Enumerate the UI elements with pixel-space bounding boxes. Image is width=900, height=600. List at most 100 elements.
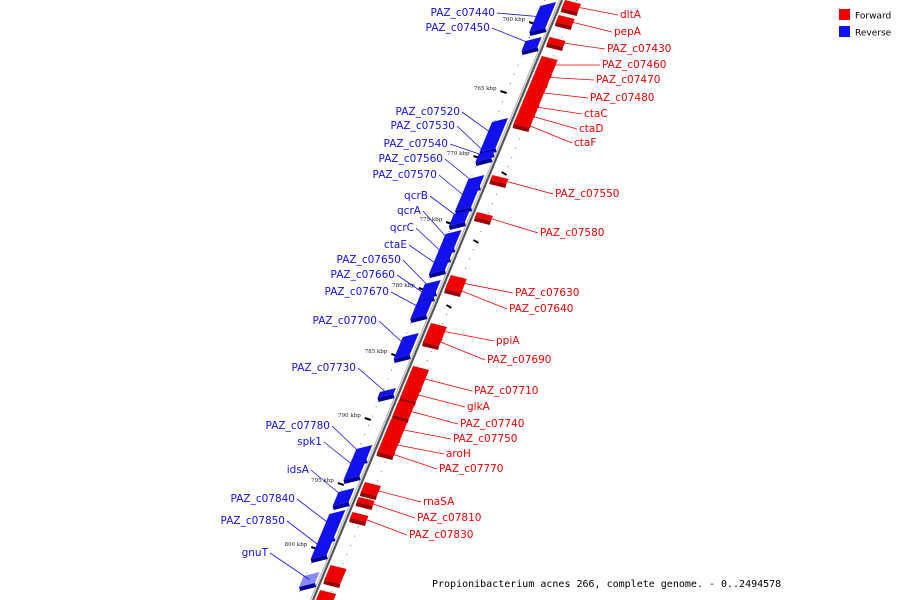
- forward-gene-label: ppiA: [496, 335, 520, 347]
- tick-label: 765 kbp: [474, 86, 497, 92]
- leader-line: [438, 174, 468, 199]
- legend-reverse-label: Reverse: [855, 29, 892, 39]
- forward-gene-block: [316, 590, 337, 600]
- leader-line: [323, 441, 357, 468]
- reverse-gene-label: PAZ_c07570: [373, 169, 437, 181]
- leader-line: [422, 210, 451, 242]
- reverse-gene-label: PAZ_c07450: [426, 22, 490, 34]
- leader-line: [429, 195, 460, 219]
- leader-line: [402, 259, 431, 289]
- leader-line: [359, 516, 408, 536]
- leader-line: [390, 291, 422, 309]
- leader-line: [410, 392, 466, 408]
- leader-line: [461, 111, 495, 136]
- tick-label: 785 kbp: [365, 349, 388, 355]
- leader-line: [417, 376, 473, 392]
- leader-line: [296, 498, 332, 526]
- tick-label: 770 kbp: [447, 151, 470, 157]
- leader-line: [395, 428, 452, 440]
- leader-line: [378, 320, 407, 347]
- leader-line: [526, 114, 578, 130]
- reverse-gene-block: [521, 37, 542, 55]
- leader-line: [370, 488, 422, 503]
- leader-line: [496, 12, 543, 18]
- reverse-gene-label: PAZ_c07840: [231, 493, 295, 505]
- leader-line: [522, 122, 573, 144]
- forward-gene-label: PAZ_c07710: [474, 385, 538, 397]
- tick-label: 800 kbp: [285, 542, 308, 548]
- leader-line: [331, 425, 362, 455]
- reverse-gene-label: gnuT: [242, 547, 269, 559]
- genome-backbone: [309, 0, 564, 600]
- legend-forward-swatch: [839, 9, 850, 20]
- forward-gene-label: ctaD: [579, 123, 603, 135]
- forward-gene-label: PAZ_c07690: [487, 354, 551, 366]
- tick-label: 795 kbp: [311, 478, 334, 484]
- forward-gene-label: PAZ_c07740: [460, 418, 524, 430]
- forward-gene-label: ctaC: [584, 108, 608, 120]
- reverse-gene-label: qcrA: [397, 205, 422, 217]
- forward-gene-block: [473, 212, 494, 225]
- tick-label: 790 kbp: [338, 413, 361, 419]
- legend-reverse-swatch: [839, 26, 850, 37]
- reverse-gene-label: spk1: [297, 436, 322, 448]
- leader-line: [269, 552, 310, 580]
- forward-gene-label: PAZ_c07480: [590, 92, 654, 104]
- label-leader-lines: [269, 5, 619, 580]
- reverse-gene-label: PAZ_c07730: [292, 362, 356, 374]
- leader-line: [436, 329, 495, 342]
- reverse-gene-label: qcrB: [404, 190, 428, 202]
- forward-gene-block: [323, 565, 347, 588]
- leader-line: [432, 338, 486, 361]
- forward-gene-label: dltA: [620, 9, 642, 21]
- legend-forward-label: Forward: [855, 12, 891, 22]
- minor-tick: [472, 239, 479, 244]
- reverse-gene-label: PAZ_c07850: [221, 515, 285, 527]
- minor-tick: [501, 171, 508, 176]
- gene-features: [299, 0, 581, 600]
- forward-gene-label: rnaSA: [423, 496, 455, 508]
- reverse-gene-label: PAZ_c07530: [391, 120, 455, 132]
- forward-gene-label: ctaF: [574, 137, 596, 149]
- legend: Forward Reverse: [839, 9, 892, 39]
- reverse-gene-label: PAZ_c07660: [331, 269, 395, 281]
- reverse-gene-label: PAZ_c07670: [325, 286, 389, 298]
- genome-caption: Propionibacterium acnes 266, complete ge…: [432, 579, 781, 590]
- leader-line: [449, 143, 486, 157]
- forward-gene-block: [560, 0, 581, 16]
- gene-labels: PAZ_c07440 PAZ_c07450 PAZ_c07520 PAZ_c07530…: [221, 7, 672, 559]
- leader-line: [556, 41, 606, 50]
- reverse-gene-label: PAZ_c07440: [431, 7, 495, 19]
- tick-mark: [364, 417, 372, 421]
- leader-line: [454, 287, 508, 310]
- forward-gene-label: PAZ_c07810: [417, 512, 481, 524]
- tick-mark: [500, 90, 507, 94]
- leader-line: [365, 501, 416, 519]
- forward-gene-label: PAZ_c07550: [555, 188, 619, 200]
- forward-gene-label: PAZ_c07830: [409, 529, 473, 541]
- reverse-gene-label: PAZ_c07560: [379, 153, 443, 165]
- reverse-gene-label: ctaE: [384, 239, 407, 251]
- reverse-gene-label: PAZ_c07780: [266, 420, 330, 432]
- leader-line: [415, 227, 445, 255]
- leader-line: [444, 158, 475, 183]
- forward-gene-label: PAZ_c07430: [607, 43, 671, 55]
- forward-gene-block: [546, 37, 566, 51]
- leader-line: [565, 20, 613, 33]
- forward-gene-label: PAZ_c07630: [515, 287, 579, 299]
- forward-gene-label: PAZ_c07770: [439, 463, 503, 475]
- leader-line: [386, 451, 438, 470]
- leader-line: [456, 281, 514, 294]
- leader-line: [403, 409, 459, 425]
- leader-line: [389, 443, 445, 455]
- reverse-gene-label: idsA: [287, 464, 310, 476]
- reverse-gene-label: PAZ_c07540: [384, 138, 448, 150]
- forward-gene-label: PAZ_c07470: [596, 74, 660, 86]
- tick-label: 760 kbp: [502, 17, 525, 23]
- reverse-gene-label: qcrC: [390, 222, 414, 234]
- forward-gene-label: PAZ_c07640: [509, 303, 573, 315]
- minor-tick: [445, 304, 452, 309]
- forward-gene-label: aroH: [446, 448, 471, 460]
- forward-gene-label: PAZ_c07750: [453, 433, 517, 445]
